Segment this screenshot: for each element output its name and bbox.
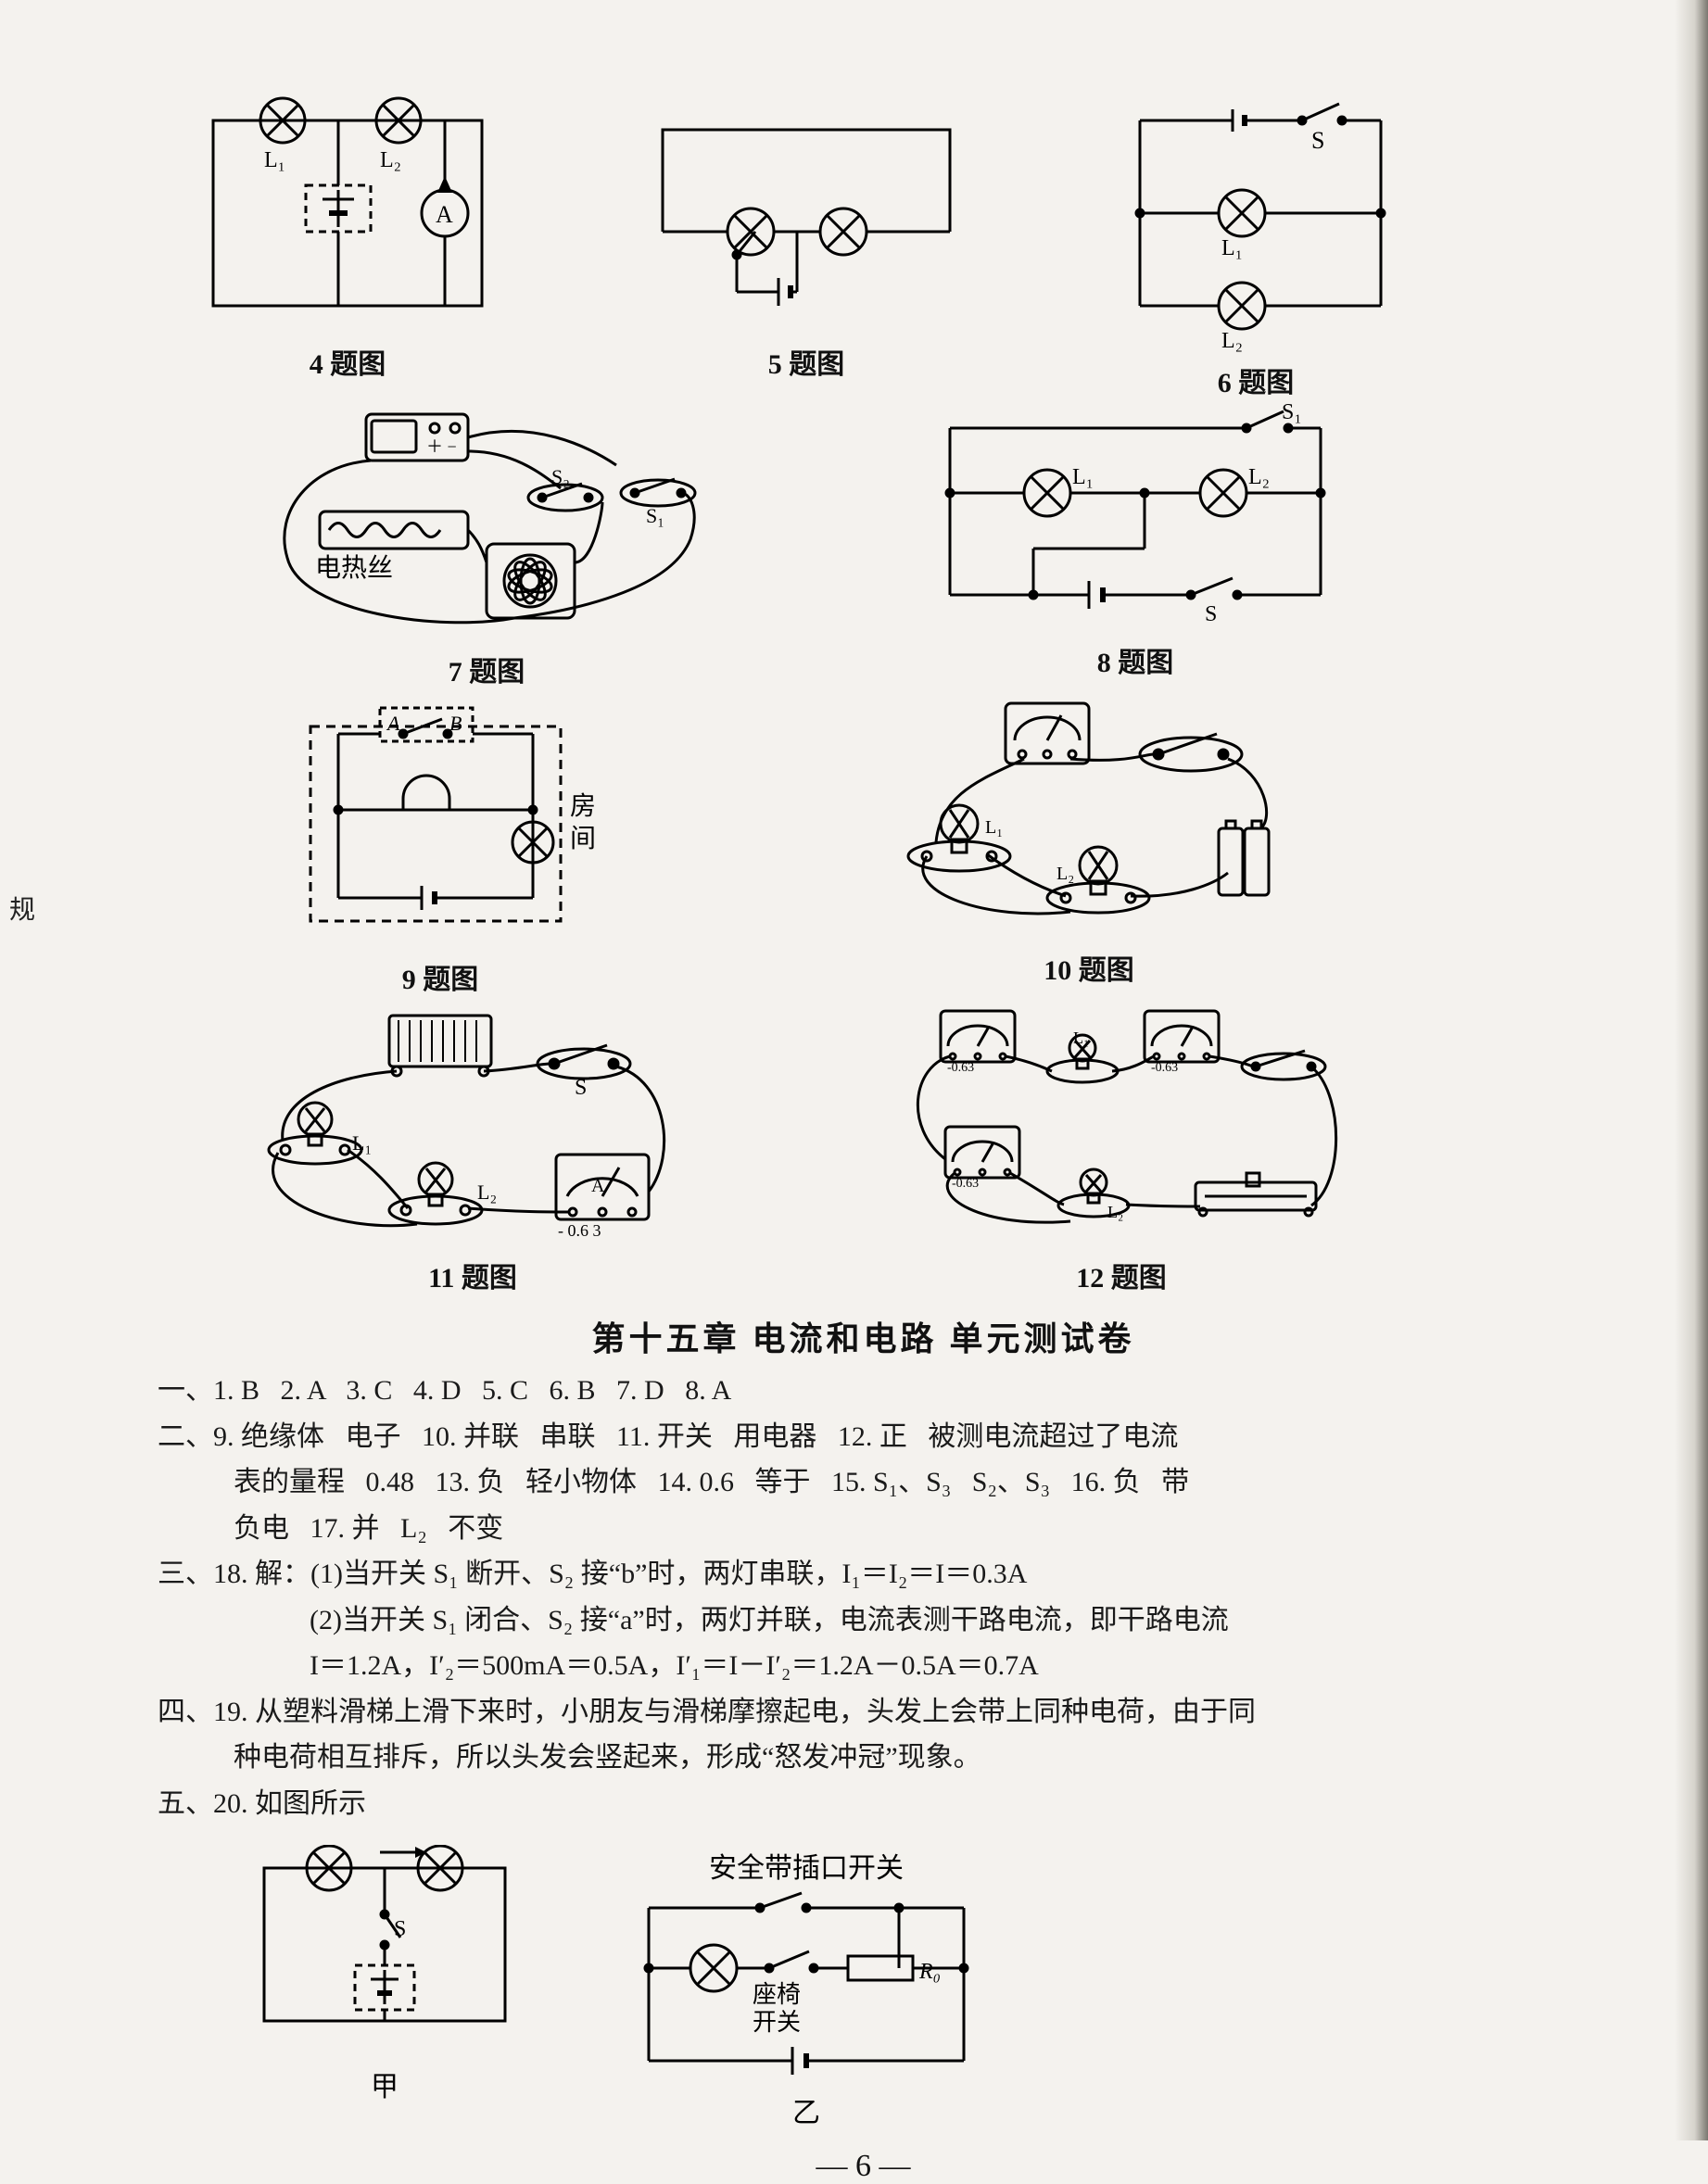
label-L1-10: L₁ xyxy=(985,817,1003,838)
ans-sec2-l1: 二、9. 绝缘体 电子 10. 并联 串联 11. 开关 用电器 12. 正 被… xyxy=(158,1414,1541,1460)
label-safety-belt: 安全带插口开关 xyxy=(621,1845,992,1886)
scale-12-3: -0.63 xyxy=(952,1177,979,1191)
answers-block: 一、1. B 2. A 3. C 4. D 5. C 6. B 7. D 8. … xyxy=(158,1368,1541,1826)
circuit-4-svg: L₁ L₂ A xyxy=(185,93,510,334)
label-seat-1: 座椅 xyxy=(753,1981,801,2008)
figure-12: -0.63 -0.63 -0.63 xyxy=(862,997,1381,1295)
label-L2-11: L₂ xyxy=(477,1180,497,1204)
label-R0: R₀ xyxy=(918,1960,941,1984)
caption-4: 4 题图 xyxy=(185,341,510,382)
psu-terminals: ＋ − xyxy=(426,437,457,456)
figure-yi: 安全带插口开关 R₀ 座椅 开关 xyxy=(621,1845,992,2130)
figure-7: ＋ − S₂ S₁ 电热丝 xyxy=(236,400,737,689)
circuit-9-svg: 房 间 A B xyxy=(264,689,616,949)
label-L1-12: L₁ xyxy=(1073,1029,1089,1047)
label-S1-7: S₁ xyxy=(646,504,664,527)
label-room-2: 间 xyxy=(570,824,596,853)
caption-11: 11 题图 xyxy=(213,1255,732,1295)
label-S-8: S xyxy=(1205,602,1217,626)
circuit-yi-svg: R₀ 座椅 开关 xyxy=(621,1889,992,2084)
circuit-8-svg: S₁ L₁ L₂ xyxy=(913,400,1358,632)
figure-5: 5 题图 xyxy=(626,93,987,400)
ans-sec2-l2: 表的量程 0.48 13. 负 轻小物体 14. 0.6 等于 15. S₁、S… xyxy=(158,1459,1541,1506)
left-margin-char: 规 xyxy=(9,890,35,927)
ans-sec4-l1: 四、19. 从塑料滑梯上滑下来时，小朋友与滑梯摩擦起电，头发上会带上同种电荷，由… xyxy=(158,1689,1541,1736)
label-L2-8: L₂ xyxy=(1248,465,1270,489)
label-L1-8: L₁ xyxy=(1072,465,1094,489)
label-L2-10: L₂ xyxy=(1056,864,1074,884)
scale-12-1: -0.63 xyxy=(947,1061,974,1075)
chapter-title: 第十五章 电流和电路 单元测试卷 xyxy=(185,1312,1541,1360)
label-S1-8: S₁ xyxy=(1282,400,1302,424)
caption-12: 12 题图 xyxy=(862,1255,1381,1295)
caption-7: 7 题图 xyxy=(236,649,737,689)
label-L2-12: L₂ xyxy=(1107,1203,1123,1221)
caption-10: 10 题图 xyxy=(848,947,1330,988)
caption-yi: 乙 xyxy=(621,2089,992,2130)
label-A: A xyxy=(436,201,453,228)
figure-6: S L₁ L₂ 6 题图 xyxy=(1103,93,1409,400)
circuit-11-svg: S L₁ L₂ xyxy=(213,997,732,1247)
label-L1-11: L₁ xyxy=(352,1131,372,1155)
circuit-7-svg: ＋ − S₂ S₁ 电热丝 xyxy=(236,400,737,641)
page-number: — 6 — xyxy=(185,2149,1541,2184)
caption-5: 5 题图 xyxy=(626,341,987,382)
fig-row-1: L₁ L₂ A 4 题图 xyxy=(148,93,1446,400)
circuit-6-svg: S L₁ L₂ xyxy=(1103,93,1409,352)
fig-row-4: S L₁ L₂ xyxy=(148,997,1446,1295)
label-S-jia: S xyxy=(394,1917,406,1941)
caption-8: 8 题图 xyxy=(913,639,1358,680)
page-root: 规 L₁ L₂ xyxy=(0,0,1708,2140)
circuit-jia-svg: S xyxy=(241,1845,528,2058)
circuit-5-svg xyxy=(626,93,987,334)
figure-10: L₁ L₂ xyxy=(848,689,1330,997)
circuit-10-svg: L₁ L₂ xyxy=(848,689,1330,940)
caption-6: 6 题图 xyxy=(1103,360,1409,400)
label-L1-6: L₁ xyxy=(1221,236,1243,260)
label-A-9: A xyxy=(386,712,400,735)
ans-sec2-l3: 负电 17. 并 L₂ 不变 xyxy=(158,1506,1541,1552)
figure-8: S₁ L₁ L₂ xyxy=(913,400,1358,689)
label-heating-wire: 电热丝 xyxy=(315,553,393,583)
figure-jia: S 甲 xyxy=(241,1845,528,2130)
label-A-11: A xyxy=(591,1176,605,1196)
figure-4: L₁ L₂ A 4 题图 xyxy=(185,93,510,400)
fig-row-3: 房 间 A B xyxy=(148,689,1446,997)
label-L2-6: L₂ xyxy=(1221,329,1243,352)
caption-9: 9 题图 xyxy=(264,956,616,997)
page-right-edge xyxy=(1675,0,1708,2140)
figure-9: 房 间 A B xyxy=(264,689,616,997)
ans-sec3-l3: I＝1.2A，I′₂＝500mA＝0.5A，I′₁＝I－I′₂＝1.2A－0.5… xyxy=(158,1643,1541,1689)
scale-12-2: -0.63 xyxy=(1151,1061,1178,1075)
ans-sec3-l1: 三、18. 解：(1)当开关 S₁ 断开、S₂ 接“b”时，两灯串联，I₁＝I₂… xyxy=(158,1551,1541,1597)
figures-area: L₁ L₂ A 4 题图 xyxy=(148,93,1446,1295)
fig-row-2: ＋ − S₂ S₁ 电热丝 xyxy=(148,400,1446,689)
caption-jia: 甲 xyxy=(241,2064,528,2104)
circuit-12-svg: -0.63 -0.63 -0.63 xyxy=(862,997,1381,1247)
label-S: S xyxy=(1311,127,1324,154)
ans-sec3-l2: (2)当开关 S₁ 闭合、S₂ 接“a”时，两灯并联，电流表测干路电流，即干路电… xyxy=(158,1597,1541,1644)
ans-sec1: 一、1. B 2. A 3. C 4. D 5. C 6. B 7. D 8. … xyxy=(158,1368,1541,1414)
label-S-11: S xyxy=(575,1076,587,1100)
ans-sec4-l2: 种电荷相互排斥，所以头发会竖起来，形成“怒发冲冠”现象。 xyxy=(158,1735,1541,1781)
scale-11: - 0.6 3 xyxy=(558,1221,601,1240)
ans-sec5: 五、20. 如图所示 xyxy=(158,1781,1541,1827)
label-L1: L₁ xyxy=(264,148,285,172)
label-L2: L₂ xyxy=(380,148,401,172)
label-room-1: 房 xyxy=(570,791,596,821)
label-S2-7: S₂ xyxy=(551,465,570,488)
figure-11: S L₁ L₂ xyxy=(213,997,732,1295)
label-seat-2: 开关 xyxy=(753,2009,801,2036)
bottom-figures: S 甲 安全带插口开关 xyxy=(241,1845,1541,2130)
